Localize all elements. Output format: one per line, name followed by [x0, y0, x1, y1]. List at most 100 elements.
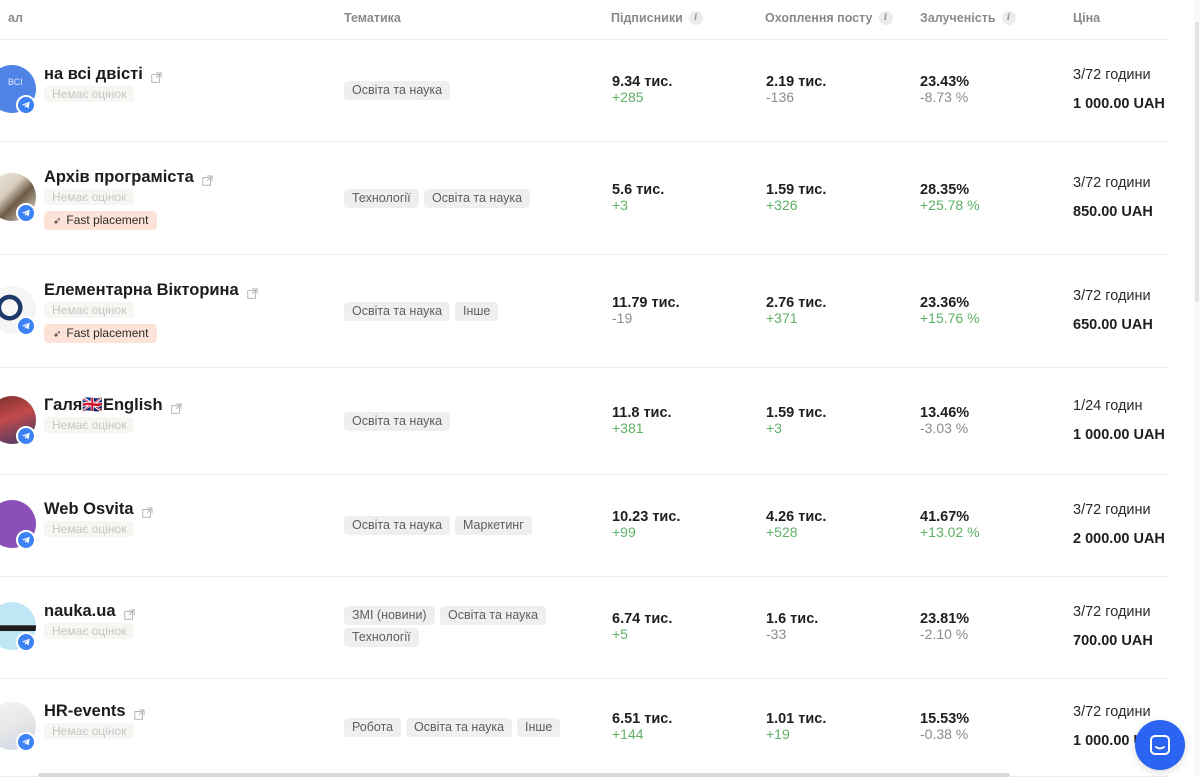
reach-delta: +326: [766, 196, 798, 213]
channels-table: ал Тематика Підписники i Охоплення посту i…: [0, 0, 1168, 777]
external-link-icon[interactable]: [133, 706, 145, 720]
table-row[interactable]: ВСІ на всі двісті Немає оцінок Освіта та на…: [0, 40, 1168, 142]
external-link-icon[interactable]: [202, 172, 213, 186]
channel-name[interactable]: Галя🇬🇧English: [44, 396, 182, 415]
external-link-icon[interactable]: [170, 400, 182, 414]
chat-icon: [1150, 735, 1170, 755]
telegram-badge: [16, 95, 36, 115]
table-row[interactable]: Архів програміста Немає оцінок ➶ Fast place…: [0, 142, 1168, 255]
column-header-channel[interactable]: ал: [8, 11, 23, 25]
price-value: 1 000.00 UAH: [1073, 96, 1165, 112]
engagement-delta: +25.78 %: [920, 196, 980, 213]
external-link-icon[interactable]: [246, 285, 258, 299]
placement-period: 3/72 години: [1073, 704, 1151, 720]
price-value: 700.00 UAH: [1073, 633, 1153, 649]
table-row[interactable]: Галя🇬🇧English Немає оцінок Освіта та наука…: [0, 368, 1168, 475]
reach-delta: +371: [766, 309, 798, 326]
price-value: 650.00 UAH: [1073, 316, 1153, 333]
price-value: 1 000.00 UAH: [1073, 426, 1165, 443]
channel-name-text[interactable]: HR-events: [44, 702, 126, 720]
telegram-icon: [21, 101, 30, 109]
rating-badge: Немає оцінок: [44, 723, 135, 739]
engagement-delta: -2.10 %: [920, 626, 969, 642]
telegram-badge: [16, 632, 36, 652]
channel-name-text[interactable]: nauka.ua: [44, 602, 116, 620]
reach-value: 1.6 тис.: [766, 611, 819, 627]
topic-tag[interactable]: Технології: [344, 628, 419, 647]
info-icon[interactable]: i: [1001, 11, 1016, 25]
engagement-value: 23.36%: [920, 294, 970, 311]
channel-name[interactable]: nauka.ua: [44, 602, 135, 621]
chat-support-button[interactable]: [1135, 720, 1185, 770]
scrollbar-thumb[interactable]: [1195, 22, 1199, 302]
table-row[interactable]: nauka.ua Немає оцінок ЗМІ (новини) Освіта т…: [0, 577, 1168, 679]
reach-delta: -136: [766, 89, 795, 105]
channel-name-text[interactable]: Елементарна Вікторина: [44, 280, 239, 299]
info-icon[interactable]: i: [878, 11, 893, 25]
channel-name[interactable]: Архів програміста: [44, 168, 213, 187]
topic-tag[interactable]: Освіта та наука: [406, 718, 513, 737]
topic-tag[interactable]: Маркетинг: [455, 516, 532, 535]
topic-tag[interactable]: Технології: [344, 188, 419, 208]
channel-name[interactable]: HR-events: [44, 702, 145, 721]
fast-placement-label: Fast placement: [66, 325, 149, 340]
engagement-delta: +15.76 %: [920, 309, 980, 326]
channel-name[interactable]: Web Osvita: [44, 500, 153, 519]
subscribers-delta: -19: [612, 309, 633, 326]
telegram-icon: [21, 209, 30, 216]
channel-name-text[interactable]: Архів програміста: [44, 167, 194, 186]
telegram-icon: [21, 638, 30, 646]
topic-tag[interactable]: Освіта та наука: [440, 606, 547, 625]
horizontal-scrollbar[interactable]: [38, 773, 1010, 777]
engagement-value: 23.81%: [920, 611, 970, 627]
external-link-icon[interactable]: [123, 606, 135, 620]
rating-badge: Немає оцінок: [44, 188, 135, 205]
table-row[interactable]: Web Osvita Немає оцінок Освіта та наука Мар…: [0, 475, 1168, 577]
telegram-badge: [16, 315, 36, 336]
subscribers-delta: +144: [612, 726, 644, 742]
engagement-delta: +13.02 %: [920, 524, 980, 540]
placement-period: 3/72 години: [1073, 502, 1151, 518]
topic-tag[interactable]: Освіта та наука: [344, 301, 451, 321]
reach-delta: +3: [766, 419, 782, 436]
telegram-badge: [16, 202, 36, 223]
topic-tag[interactable]: Освіта та наука: [424, 188, 531, 208]
engagement-delta: -8.73 %: [920, 89, 969, 105]
engagement-value: 28.35%: [920, 181, 970, 198]
external-link-icon[interactable]: [141, 504, 153, 518]
channel-name[interactable]: на всі двісті: [44, 65, 162, 84]
topic-tag[interactable]: Освіта та наука: [344, 81, 451, 100]
reach-value: 1.59 тис.: [766, 404, 827, 421]
topic-tag[interactable]: Освіта та наука: [344, 411, 451, 431]
column-header-engagement[interactable]: Залученість i: [920, 11, 1016, 25]
channel-name-text[interactable]: на всі двісті: [44, 65, 143, 83]
vertical-scrollbar[interactable]: [1194, 0, 1200, 777]
subscribers-value: 5.6 тис.: [612, 181, 665, 198]
placement-period: 3/72 години: [1073, 604, 1151, 620]
channel-name-text[interactable]: Галя🇬🇧English: [44, 395, 163, 414]
subscribers-value: 10.23 тис.: [612, 509, 681, 525]
topic-tag[interactable]: Робота: [344, 718, 402, 737]
channel-name-text[interactable]: Web Osvita: [44, 500, 134, 518]
topic-tag[interactable]: Інше: [517, 718, 561, 737]
telegram-icon: [21, 432, 30, 439]
column-header-price[interactable]: Ціна: [1073, 11, 1101, 25]
external-link-icon[interactable]: [151, 69, 162, 83]
table-header: ал Тематика Підписники i Охоплення посту i…: [0, 0, 1168, 40]
topic-tag[interactable]: ЗМІ (новини): [344, 606, 435, 625]
channel-name[interactable]: Елементарна Вікторина: [44, 281, 258, 300]
table-row[interactable]: Елементарна Вікторина Немає оцінок ➶ Fast p…: [0, 255, 1168, 368]
reach-value: 1.59 тис.: [766, 181, 827, 198]
topic-tag[interactable]: Інше: [455, 301, 499, 321]
topic-tag[interactable]: Освіта та наука: [344, 516, 451, 535]
column-header-topic[interactable]: Тематика: [344, 11, 401, 25]
table-row[interactable]: HR-events Немає оцінок Робота Освіта та нау…: [0, 679, 1168, 777]
info-icon[interactable]: i: [688, 11, 703, 25]
reach-delta: +528: [766, 524, 798, 540]
rocket-icon: ➶: [53, 215, 62, 227]
engagement-value: 41.67%: [920, 509, 970, 525]
column-header-subscribers[interactable]: Підписники i: [611, 11, 703, 25]
column-header-reach[interactable]: Охоплення посту i: [765, 11, 893, 25]
subscribers-delta: +99: [612, 524, 636, 540]
rocket-icon: ➶: [53, 328, 62, 340]
